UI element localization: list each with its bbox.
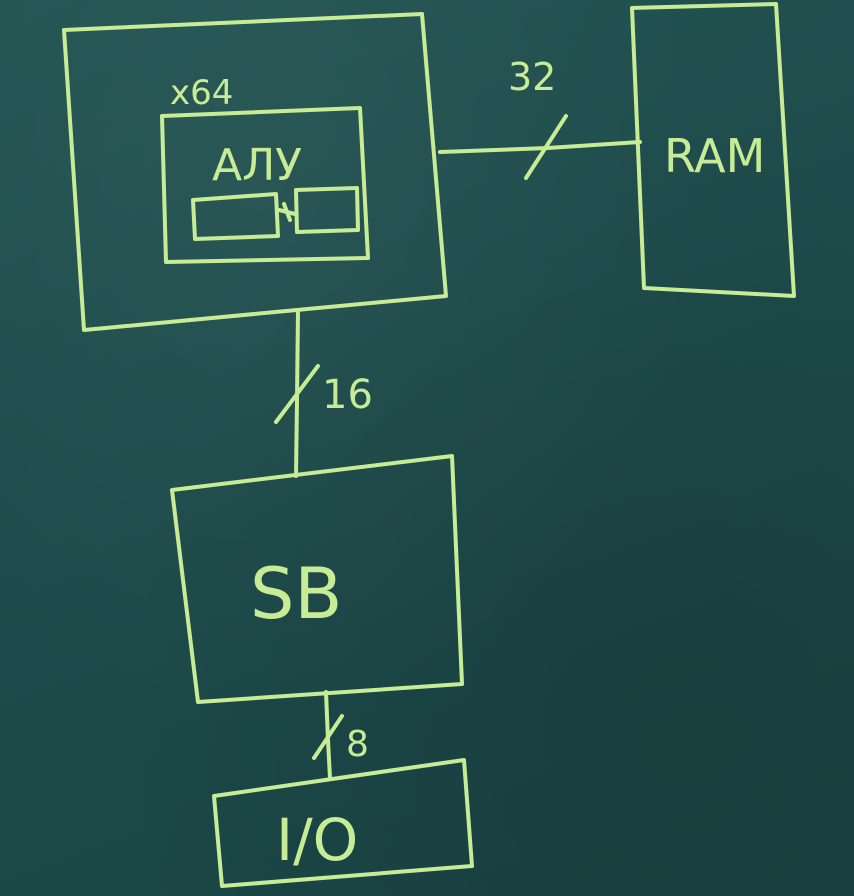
bus-cpu-sb-width: 16 — [322, 372, 373, 418]
bus-cpu-sb-line — [294, 308, 300, 478]
ram-block-outline — [630, 2, 796, 298]
bus-cpu-sb: 16 — [274, 308, 373, 478]
bus-cpu-ram-width: 32 — [508, 55, 556, 99]
south-bridge-label: SB — [250, 553, 342, 635]
alu-block-outline — [160, 106, 370, 264]
bus-cpu-ram-slash — [524, 114, 568, 180]
bus-sb-io: 8 — [312, 690, 369, 780]
io-label: I/O — [276, 806, 358, 874]
alu-register-joint — [277, 202, 297, 222]
ram-label: RAM — [664, 129, 765, 183]
cpu-name-label: x64 — [170, 73, 233, 113]
cpu-block-outline — [62, 12, 448, 332]
alu-register-left — [191, 192, 280, 241]
io-block-outline — [212, 758, 474, 888]
south-bridge-block: SB — [170, 454, 464, 704]
cpu-block: x64 — [62, 12, 448, 332]
io-block: I/O — [212, 758, 474, 888]
alu-register-right — [294, 186, 360, 234]
alu-block: АЛУ — [160, 106, 370, 264]
alu-label: АЛУ — [212, 140, 302, 191]
bus-sb-io-width: 8 — [346, 724, 369, 765]
south-bridge-block-outline — [170, 454, 464, 704]
bus-cpu-sb-slash — [274, 364, 320, 424]
bus-sb-io-slash — [312, 714, 344, 760]
bus-cpu-ram: 32 — [438, 55, 642, 180]
ram-block: RAM — [630, 2, 796, 298]
bus-cpu-ram-line — [438, 140, 642, 154]
